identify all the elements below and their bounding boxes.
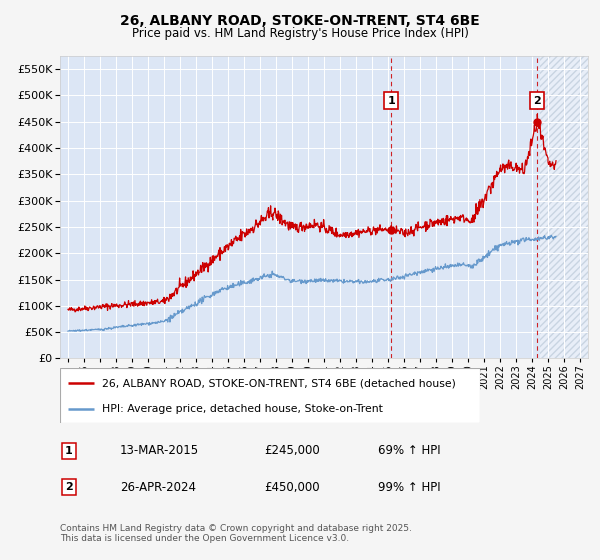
Text: 1: 1	[388, 96, 395, 106]
Text: £450,000: £450,000	[264, 480, 320, 494]
Text: HPI: Average price, detached house, Stoke-on-Trent: HPI: Average price, detached house, Stok…	[102, 404, 383, 414]
Text: £245,000: £245,000	[264, 444, 320, 458]
FancyBboxPatch shape	[60, 368, 480, 423]
Text: 69% ↑ HPI: 69% ↑ HPI	[378, 444, 440, 458]
Text: Price paid vs. HM Land Registry's House Price Index (HPI): Price paid vs. HM Land Registry's House …	[131, 27, 469, 40]
Text: 99% ↑ HPI: 99% ↑ HPI	[378, 480, 440, 494]
Text: 1: 1	[65, 446, 73, 456]
Text: 26-APR-2024: 26-APR-2024	[120, 480, 196, 494]
Text: 2: 2	[533, 96, 541, 106]
Text: 26, ALBANY ROAD, STOKE-ON-TRENT, ST4 6BE: 26, ALBANY ROAD, STOKE-ON-TRENT, ST4 6BE	[120, 14, 480, 28]
Text: 26, ALBANY ROAD, STOKE-ON-TRENT, ST4 6BE (detached house): 26, ALBANY ROAD, STOKE-ON-TRENT, ST4 6BE…	[102, 379, 456, 388]
Text: 13-MAR-2015: 13-MAR-2015	[120, 444, 199, 458]
Text: Contains HM Land Registry data © Crown copyright and database right 2025.
This d: Contains HM Land Registry data © Crown c…	[60, 524, 412, 543]
Text: 2: 2	[65, 482, 73, 492]
Bar	[540, 56, 588, 358]
